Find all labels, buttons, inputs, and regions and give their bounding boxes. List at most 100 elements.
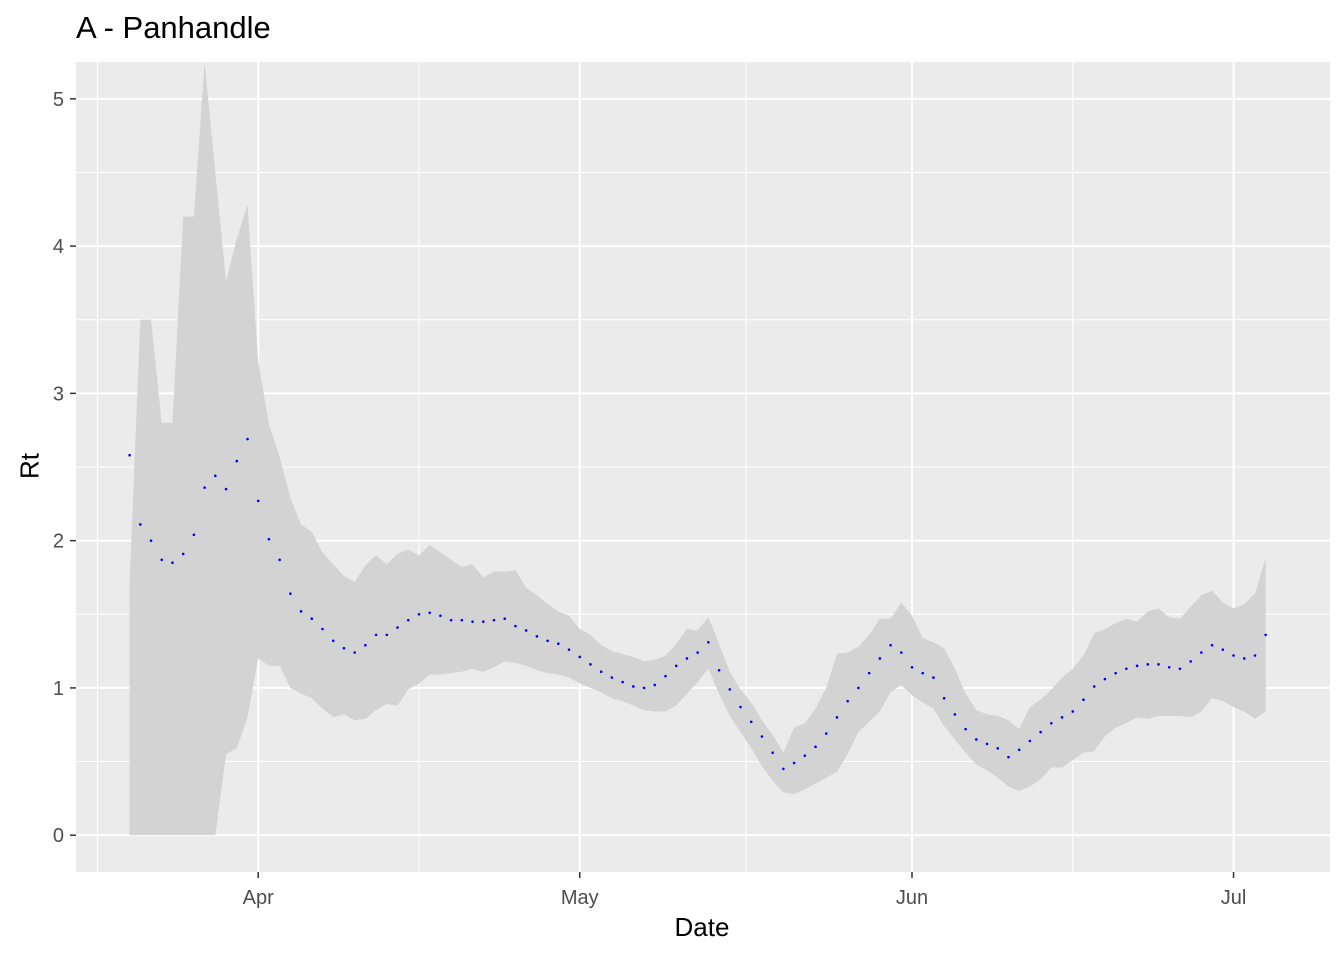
- rt-point: [942, 696, 946, 700]
- rt-point: [921, 671, 925, 675]
- chart-title: A - Panhandle: [76, 10, 271, 45]
- rt-point: [975, 738, 978, 741]
- rt-point: [878, 657, 882, 660]
- rt-point: [664, 674, 667, 678]
- rt-point: [364, 643, 367, 647]
- rt-point: [1082, 698, 1085, 701]
- rt-point: [760, 735, 764, 738]
- rt-point: [824, 732, 828, 735]
- rt-point: [1221, 648, 1225, 651]
- rt-point: [449, 618, 453, 622]
- rt-point: [214, 474, 217, 478]
- rt-point: [1167, 665, 1171, 669]
- rt-point: [567, 648, 571, 651]
- rt-point: [953, 713, 957, 716]
- rt-point: [385, 633, 389, 637]
- rt-point: [406, 618, 410, 622]
- rt-point: [835, 716, 839, 719]
- rt-point: [1146, 663, 1150, 666]
- rt-point: [546, 639, 549, 643]
- y-tick-label: 5: [53, 89, 64, 111]
- rt-point: [1253, 654, 1257, 657]
- rt-point: [396, 626, 399, 629]
- rt-point: [867, 671, 871, 675]
- rt-point: [996, 746, 1000, 750]
- x-axis: Apr May Jun Jul: [243, 872, 1247, 909]
- rt-point: [653, 683, 657, 687]
- rt-point: [1189, 660, 1192, 663]
- x-tick-label: Apr: [243, 887, 274, 909]
- rt-point: [910, 665, 914, 669]
- rt-point: [1017, 748, 1021, 752]
- rt-point: [246, 437, 249, 441]
- rt-point: [1200, 651, 1203, 654]
- rt-point: [310, 617, 314, 620]
- rt-point: [481, 620, 485, 623]
- rt-point: [782, 767, 785, 771]
- rt-point: [717, 668, 721, 672]
- rt-point: [1050, 721, 1053, 725]
- rt-point: [460, 618, 464, 622]
- rt-point: [857, 686, 860, 690]
- y-tick-label: 3: [53, 383, 64, 405]
- rt-point: [289, 592, 292, 595]
- rt-point: [299, 610, 303, 613]
- rt-point: [846, 699, 849, 703]
- rt-point: [342, 646, 346, 650]
- rt-point: [235, 459, 239, 463]
- rt-point: [749, 720, 753, 724]
- rt-point: [632, 685, 635, 688]
- y-axis-title: Rt: [14, 453, 45, 479]
- rt-point: [1232, 654, 1235, 657]
- y-tick-label: 4: [53, 236, 64, 258]
- y-tick-label: 1: [53, 678, 64, 700]
- rt-point: [224, 487, 228, 491]
- rt-point: [557, 642, 560, 646]
- x-tick-label: May: [561, 887, 599, 909]
- y-tick-label: 0: [53, 825, 64, 847]
- rt-point: [889, 643, 892, 647]
- rt-point: [192, 533, 196, 537]
- rt-point: [149, 539, 153, 542]
- rt-point: [621, 680, 624, 684]
- rt-point: [1028, 739, 1032, 743]
- rt-point: [417, 612, 421, 616]
- rt-point: [203, 486, 206, 489]
- rt-point: [428, 611, 431, 615]
- rt-point: [707, 640, 710, 644]
- rt-point: [139, 523, 142, 526]
- rt-point: [771, 751, 774, 755]
- rt-point: [492, 618, 496, 622]
- rt-point: [599, 670, 603, 674]
- rt-point: [181, 552, 185, 556]
- rt-point: [267, 537, 271, 541]
- rt-point: [696, 651, 699, 654]
- confidence-ribbon: [129, 62, 1266, 836]
- rt-point: [964, 727, 967, 731]
- rt-point: [1135, 664, 1139, 668]
- rt-point: [256, 499, 260, 503]
- rt-point: [321, 627, 324, 631]
- rt-point: [1157, 663, 1160, 666]
- rt-point: [932, 676, 935, 679]
- rt-point: [503, 617, 507, 620]
- rt-point: [792, 761, 796, 765]
- rt-point: [353, 651, 356, 654]
- rt-point: [685, 657, 689, 660]
- rt-point: [1039, 730, 1042, 734]
- rt-point: [1103, 677, 1107, 681]
- rt-point: [1060, 716, 1064, 719]
- x-tick-label: Jul: [1221, 887, 1247, 909]
- rt-point: [1210, 643, 1214, 647]
- rt-point: [171, 561, 174, 565]
- rt-point: [578, 655, 582, 659]
- rt-point: [589, 663, 592, 666]
- rt-point: [1178, 667, 1182, 671]
- rt-point: [1007, 755, 1010, 759]
- rt-point: [814, 745, 817, 749]
- rt-point: [1114, 671, 1117, 675]
- rt-point: [642, 686, 646, 690]
- rt-point: [610, 676, 614, 679]
- y-axis: 0 1 2 3 4 5: [53, 89, 76, 847]
